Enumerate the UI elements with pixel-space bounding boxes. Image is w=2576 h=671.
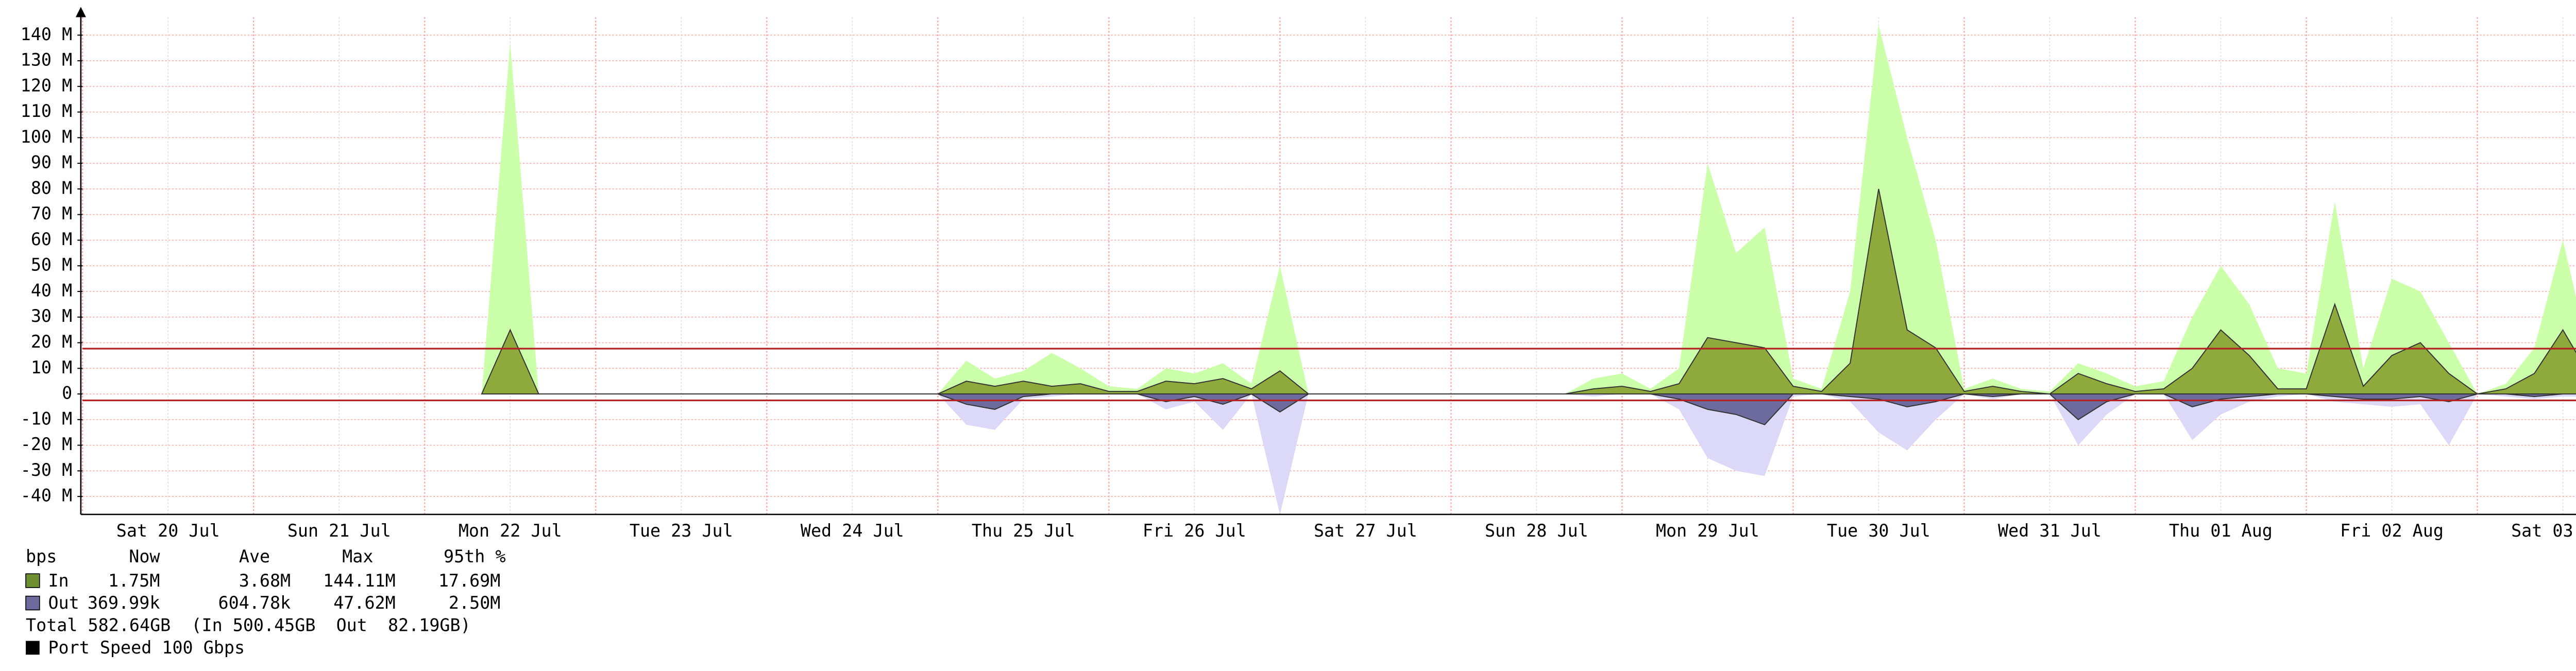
legend-label: Out (48, 593, 79, 613)
y-tick-label: 40 M (31, 280, 72, 300)
x-tick-label: Thu 01 Aug (2169, 521, 2273, 541)
legend-value: 17.69M (438, 571, 501, 591)
y-tick-label: 140 M (21, 24, 72, 44)
x-tick-label: Sun 28 Jul (1485, 521, 1588, 541)
x-tick-label: Tue 23 Jul (630, 521, 733, 541)
y-axis-arrow (75, 7, 86, 18)
x-tick-label: Mon 29 Jul (1656, 521, 1759, 541)
y-tick-label: 80 M (31, 178, 72, 198)
total: Total 582.64GB (In 500.45GB Out 82.19GB) (26, 615, 471, 635)
legend-value: 47.62M (333, 593, 396, 613)
x-tick-label: Mon 22 Jul (459, 521, 562, 541)
legend-header: Ave (239, 546, 270, 566)
legend-value: 369.99k (88, 593, 160, 613)
x-tick-label: Wed 24 Jul (801, 521, 904, 541)
y-tick-label: -30 M (21, 460, 72, 480)
x-tick-label: Tue 30 Jul (1827, 521, 1930, 541)
legend-value: 1.75M (108, 571, 160, 591)
y-tick-label: 110 M (21, 101, 72, 121)
x-tick-label: Sat 20 Jul (116, 521, 220, 541)
x-tick-label: Fri 02 Aug (2340, 521, 2444, 541)
x-tick-label: Thu 25 Jul (972, 521, 1075, 541)
y-tick-label: -40 M (21, 486, 72, 506)
x-tick-label: Sat 27 Jul (1314, 521, 1417, 541)
legend-value: 604.78k (218, 593, 291, 613)
x-tick-label: Wed 31 Jul (1998, 521, 2102, 541)
y-tick-label: 90 M (31, 152, 72, 173)
legend-swatch (25, 573, 40, 588)
y-tick-label: -20 M (21, 434, 72, 454)
y-tick-label: 60 M (31, 229, 72, 249)
x-tick-label: Fri 26 Jul (1143, 521, 1246, 541)
y-tick-label: 120 M (21, 75, 72, 95)
y-tick-label: 130 M (21, 50, 72, 70)
legend-header: Max (342, 546, 373, 566)
area (481, 393, 2576, 425)
y-tick-label: 10 M (31, 357, 72, 377)
y-tick-label: 20 M (31, 332, 72, 352)
y-tick-label: 70 M (31, 203, 72, 223)
legend-value: 3.68M (239, 571, 291, 591)
y-tick-label: 0 (62, 383, 72, 403)
y-tick-label: 50 M (31, 255, 72, 275)
y-tick-label: 100 M (21, 127, 72, 147)
y-tick-label: -10 M (21, 408, 72, 428)
y-tick-label: 30 M (31, 306, 72, 326)
x-tick-label: Sun 21 Jul (287, 521, 391, 541)
legend-header: Now (129, 546, 160, 566)
legend-header: 95th % (444, 546, 506, 566)
port-speed-swatch (26, 641, 40, 655)
legend-header: bps (26, 546, 57, 566)
legend-value: 144.11M (323, 571, 396, 591)
legend-value: 2.50M (449, 593, 500, 613)
legend-label: In (48, 571, 69, 591)
legend-swatch (25, 595, 40, 611)
x-tick-label: Sat 03 Aug (2511, 521, 2576, 541)
port-speed: Port Speed 100 Gbps (48, 638, 245, 658)
